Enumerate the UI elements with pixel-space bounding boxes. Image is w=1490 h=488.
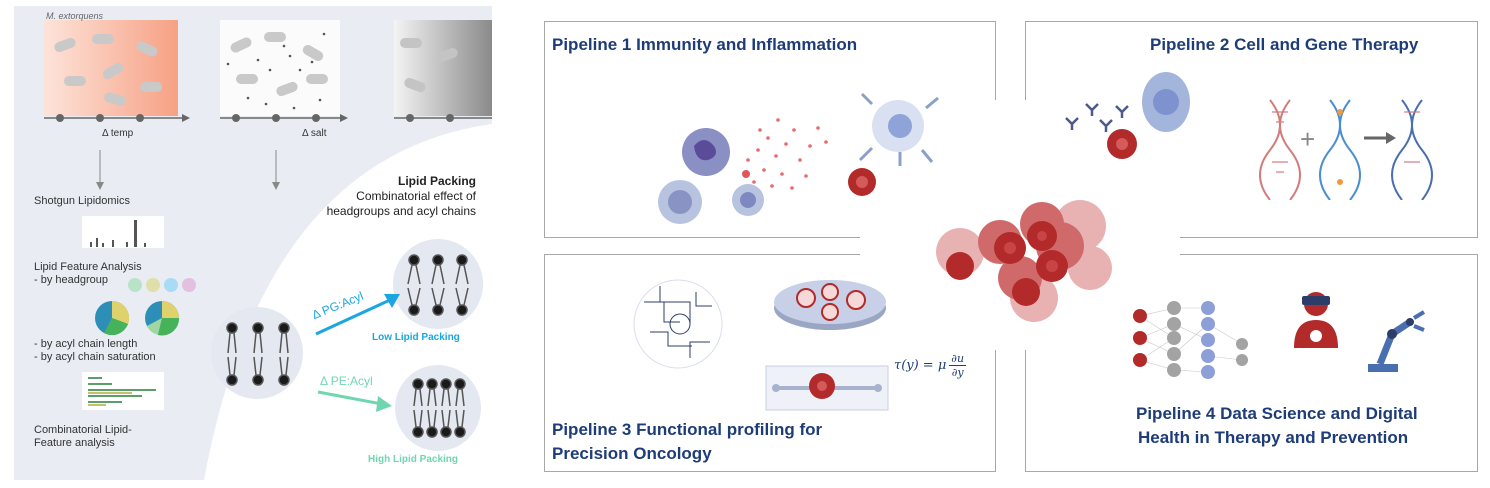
bacteria-salt-icon: [226, 32, 328, 110]
lipid-panel: M. extorquens: [14, 6, 492, 480]
step-chain-saturation: - by acyl chain saturation: [34, 351, 156, 363]
pressure-sample-box: [394, 20, 492, 116]
delta-temp-label: Δ temp: [102, 128, 134, 139]
pg-acyl-arrow: [315, 294, 400, 336]
salt-sample-box: [220, 20, 340, 116]
gene-therapy-illustration: +: [1065, 72, 1433, 200]
immune-cells-illustration: [658, 92, 939, 224]
step-feature: Lipid Feature Analysis: [34, 261, 142, 273]
feature-bars-icon: [82, 372, 164, 410]
lipid-packing-title: Lipid Packing: [397, 174, 476, 188]
membrane-high-packing: [395, 365, 481, 451]
data-science-illustration: [1133, 292, 1426, 379]
step-chain-length: - by acyl chain length: [34, 338, 138, 350]
pipeline-4-title-2: Health in Therapy and Prevention: [1138, 428, 1409, 447]
gradient-axes: [44, 114, 492, 122]
membrane-low-packing: [393, 239, 483, 329]
step-headgroup: - by headgroup: [34, 274, 108, 286]
down-arrow-1: [96, 150, 104, 190]
step-combinatorial-2: Feature analysis: [34, 437, 115, 449]
step-combinatorial-1: Combinatorial Lipid-: [34, 424, 132, 436]
delta-salt-label: Δ salt: [302, 128, 327, 139]
step-shotgun: Shotgun Lipidomics: [34, 195, 131, 207]
pipeline-1-title: Pipeline 1 Immunity and Inflammation: [552, 35, 858, 54]
pe-acyl-label: Δ PE:Acyl: [320, 374, 373, 388]
down-arrow-2: [272, 150, 280, 190]
pipeline-3-title-2: Precision Oncology: [552, 444, 712, 463]
pipeline-3-title-1: Pipeline 3 Functional profiling for: [552, 420, 823, 439]
temp-sample-box: M. extorquens: [44, 11, 178, 116]
bacteria-cells-icon: [54, 34, 162, 106]
formula-denominator: ∂y: [951, 366, 964, 379]
tumor-cluster-icon: [936, 200, 1112, 322]
pipeline-2-title: Pipeline 2 Cell and Gene Therapy: [1150, 35, 1419, 54]
high-packing-label: High Lipid Packing: [368, 454, 459, 465]
oncology-profiling-illustration: [633, 279, 889, 411]
bacteria-gray-icon: [400, 38, 458, 93]
pie-charts-icon: [95, 300, 180, 336]
low-packing-label: Low Lipid Packing: [372, 332, 460, 343]
lipid-packing-sub2: headgroups and acyl chains: [326, 204, 476, 218]
pe-acyl-arrow: [317, 390, 392, 412]
pipeline-4-title-1: Pipeline 4 Data Science and Digital: [1136, 404, 1418, 423]
fluid-formula: τ(y) = μ ∂u ∂y: [894, 352, 967, 379]
ms-spectrum-icon: [82, 216, 164, 248]
svg-text:+: +: [1300, 124, 1315, 154]
formula-lhs: τ(y) = μ: [894, 358, 947, 373]
headgroup-dots: [128, 278, 196, 292]
organism-label: M. extorquens: [46, 11, 104, 21]
membrane-initial: [211, 307, 303, 399]
lipid-packing-sub1: Combinatorial effect of: [356, 189, 476, 203]
lipid-packing-text: Lipid Packing Combinatorial effect of he…: [260, 174, 476, 219]
formula-numerator: ∂u: [949, 352, 967, 366]
